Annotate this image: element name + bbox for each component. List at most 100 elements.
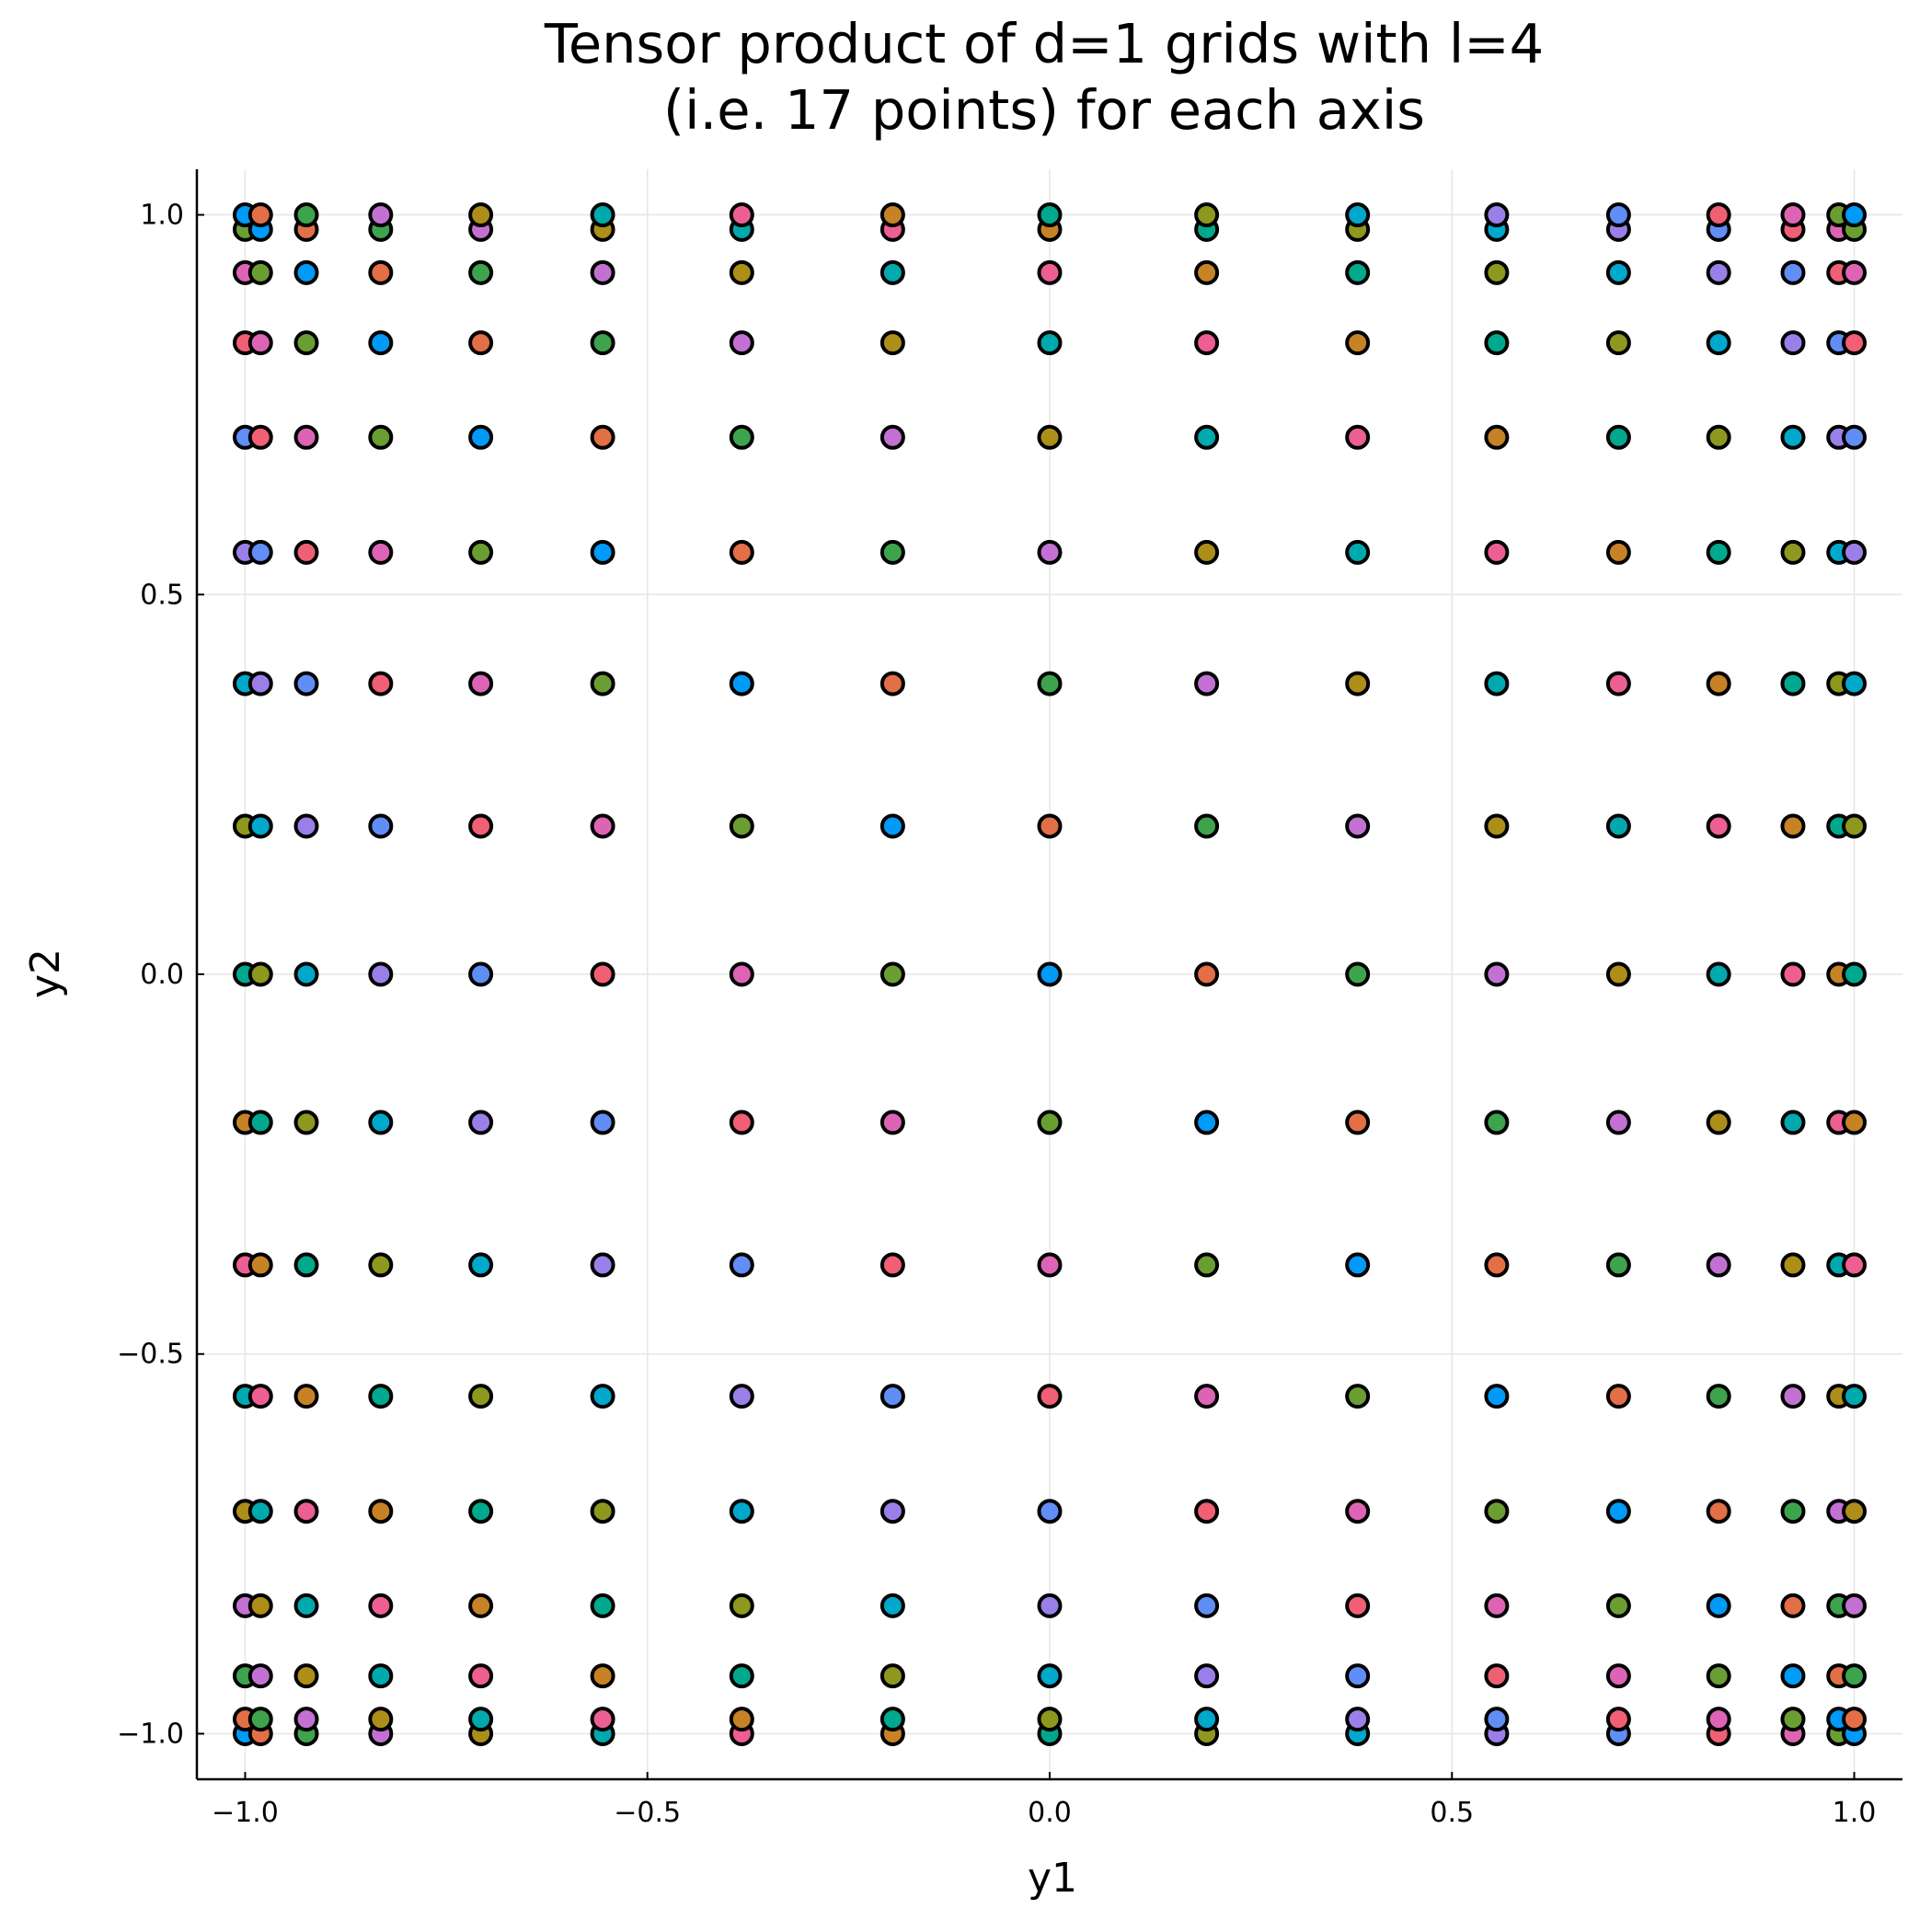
data-point — [1706, 813, 1731, 839]
data-point — [247, 671, 273, 696]
data-point — [1842, 1252, 1868, 1278]
chart-title-line-2: (i.e. 17 points) for each axis — [663, 78, 1425, 142]
data-point — [1194, 1593, 1220, 1618]
y-tick-label: −1.0 — [117, 1718, 184, 1750]
data-point — [1484, 1593, 1510, 1618]
data-point — [1706, 330, 1731, 356]
data-point — [468, 1707, 494, 1732]
data-point — [1605, 961, 1631, 987]
data-point — [1194, 202, 1220, 228]
data-point — [729, 539, 754, 565]
x-tick-label: −0.5 — [614, 1797, 681, 1829]
data-point — [468, 1499, 494, 1524]
y-tick-label: 0.5 — [140, 579, 184, 611]
data-point — [1780, 330, 1806, 356]
data-point — [293, 1499, 319, 1524]
data-point — [468, 671, 494, 696]
data-point — [1706, 424, 1731, 450]
data-point — [590, 1593, 615, 1618]
data-point — [247, 1663, 273, 1689]
chart-title-line-1: Tensor product of d=1 grids with l=4 — [544, 12, 1544, 75]
data-point — [1037, 330, 1063, 356]
data-point — [368, 1499, 394, 1524]
data-point — [879, 1384, 905, 1409]
data-point — [368, 1663, 394, 1689]
data-point — [879, 330, 905, 356]
data-point — [1194, 1252, 1220, 1278]
data-point — [368, 259, 394, 285]
data-point — [1484, 1663, 1510, 1689]
data-point — [1345, 202, 1371, 228]
data-point — [1345, 1384, 1371, 1409]
data-point — [1605, 1663, 1631, 1689]
data-point — [1842, 202, 1868, 228]
data-point — [293, 259, 319, 285]
data-point — [368, 330, 394, 356]
data-point — [590, 961, 615, 987]
data-point — [468, 1663, 494, 1689]
data-point — [1484, 202, 1510, 228]
data-point — [1780, 1663, 1806, 1689]
data-point — [1345, 1663, 1371, 1689]
data-point — [1605, 1110, 1631, 1135]
data-point — [1345, 671, 1371, 696]
data-point — [590, 1707, 615, 1732]
data-point — [1706, 202, 1731, 228]
data-point — [1194, 424, 1220, 450]
data-point — [293, 961, 319, 987]
data-point — [1345, 424, 1371, 450]
data-point — [1194, 813, 1220, 839]
data-point — [879, 1252, 905, 1278]
data-point — [590, 813, 615, 839]
data-point — [1345, 961, 1371, 987]
data-point — [1842, 1663, 1868, 1689]
data-point — [468, 424, 494, 450]
data-point — [1780, 961, 1806, 987]
data-point — [293, 424, 319, 450]
data-point — [1780, 424, 1806, 450]
data-point — [1484, 1252, 1510, 1278]
data-point — [879, 1110, 905, 1135]
data-point — [1780, 1707, 1806, 1732]
data-point — [293, 202, 319, 228]
data-point — [879, 202, 905, 228]
x-axis-label: y1 — [1028, 1855, 1077, 1902]
data-point — [729, 202, 754, 228]
data-point — [368, 1593, 394, 1618]
data-point — [368, 1110, 394, 1135]
data-point — [1484, 671, 1510, 696]
data-point — [1484, 961, 1510, 987]
data-point — [879, 1499, 905, 1524]
data-point — [1706, 539, 1731, 565]
data-point — [879, 259, 905, 285]
data-point — [729, 424, 754, 450]
data-point — [247, 330, 273, 356]
data-point — [1484, 1707, 1510, 1732]
data-point — [247, 202, 273, 228]
data-point — [1605, 424, 1631, 450]
data-point — [729, 1499, 754, 1524]
data-point — [1842, 961, 1868, 987]
data-point — [590, 259, 615, 285]
y-axis-label: y2 — [22, 949, 69, 998]
data-point — [590, 202, 615, 228]
data-point — [1345, 1499, 1371, 1524]
data-point — [1605, 202, 1631, 228]
data-point — [1345, 813, 1371, 839]
data-point — [590, 424, 615, 450]
data-point — [1706, 1384, 1731, 1409]
data-point — [1345, 259, 1371, 285]
data-point — [468, 330, 494, 356]
data-point — [729, 330, 754, 356]
data-point — [293, 330, 319, 356]
data-point — [729, 813, 754, 839]
data-point — [1037, 539, 1063, 565]
data-point — [368, 1384, 394, 1409]
data-point — [1345, 1593, 1371, 1618]
data-point — [1780, 1593, 1806, 1618]
data-point — [368, 1252, 394, 1278]
data-points — [232, 202, 1868, 1746]
data-point — [293, 813, 319, 839]
data-point — [1194, 330, 1220, 356]
